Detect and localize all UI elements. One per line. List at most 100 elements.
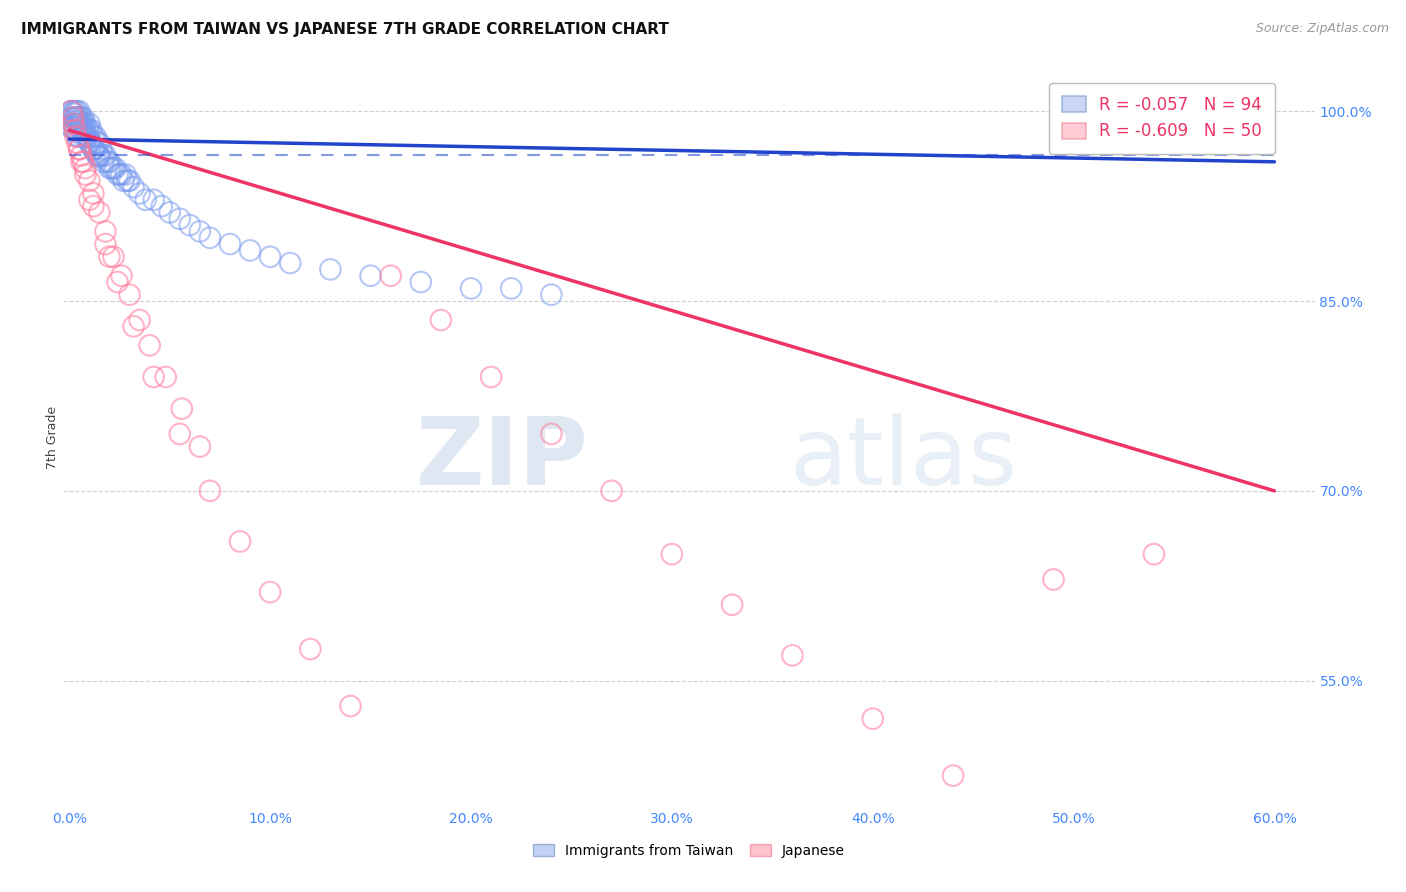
Point [82, 199, 104, 213]
Point [110, 268, 132, 283]
Point [60, 104, 83, 119]
Point [98, 154, 121, 169]
Point [84, 142, 107, 156]
Point [82, 129, 104, 144]
Point [62, 123, 84, 137]
Point [70, 154, 93, 169]
Point [72, 117, 94, 131]
Point [60, 104, 83, 119]
Point [89, 136, 111, 150]
Point [89, 150, 111, 164]
Point [70, 117, 93, 131]
Point [142, 193, 165, 207]
Point [479, 370, 502, 384]
Point [67, 117, 90, 131]
Point [501, 281, 523, 295]
Point [169, 426, 191, 441]
Point [75, 161, 97, 176]
Point [75, 123, 97, 137]
Point [79, 135, 101, 149]
Point [76, 129, 98, 144]
Point [128, 313, 150, 327]
Point [107, 168, 129, 182]
Point [65, 111, 87, 125]
Point [82, 186, 104, 201]
Point [135, 193, 157, 207]
Point [198, 231, 221, 245]
Point [66, 111, 89, 125]
Point [721, 598, 744, 612]
Point [75, 129, 97, 144]
Point [86, 148, 108, 162]
Point [79, 117, 101, 131]
Point [93, 154, 115, 169]
Point [122, 180, 145, 194]
Point [67, 117, 90, 131]
Point [67, 142, 90, 156]
Point [540, 287, 562, 301]
Point [72, 123, 94, 137]
Point [89, 205, 111, 219]
Point [122, 319, 145, 334]
Point [128, 186, 150, 201]
Point [96, 154, 118, 169]
Point [80, 136, 103, 150]
Point [380, 268, 402, 283]
Point [70, 123, 93, 137]
Point [239, 244, 262, 258]
Point [409, 275, 432, 289]
Text: atlas: atlas [789, 413, 1018, 505]
Point [661, 547, 683, 561]
Point [60, 111, 83, 125]
Point [93, 148, 115, 162]
Point [142, 370, 165, 384]
Point [66, 117, 89, 131]
Point [94, 237, 117, 252]
Point [114, 168, 136, 182]
Point [62, 111, 84, 125]
Point [118, 174, 141, 188]
Point [103, 250, 125, 264]
Point [110, 168, 132, 182]
Point [82, 142, 104, 156]
Point [80, 138, 103, 153]
Point [72, 111, 94, 125]
Point [79, 193, 101, 207]
Point [259, 250, 281, 264]
Point [60, 120, 83, 134]
Point [62, 104, 84, 119]
Point [782, 648, 804, 663]
Point [155, 370, 177, 384]
Point [60, 104, 83, 119]
Point [67, 104, 90, 119]
Point [219, 237, 242, 252]
Point [66, 104, 89, 119]
Point [84, 129, 107, 144]
Point [62, 111, 84, 125]
Point [67, 142, 90, 156]
Point [67, 111, 90, 125]
Text: ZIP: ZIP [416, 413, 589, 505]
Point [66, 114, 89, 128]
Point [66, 136, 89, 150]
Point [70, 148, 93, 162]
Point [540, 426, 562, 441]
Point [942, 769, 965, 783]
Point [600, 483, 623, 498]
Point [360, 268, 382, 283]
Point [179, 218, 201, 232]
Point [862, 712, 884, 726]
Point [70, 120, 93, 134]
Point [159, 205, 181, 219]
Point [1042, 573, 1064, 587]
Point [104, 161, 127, 176]
Point [118, 287, 141, 301]
Point [72, 154, 94, 169]
Point [103, 161, 125, 176]
Point [75, 117, 97, 131]
Point [62, 117, 84, 131]
Point [150, 199, 173, 213]
Point [65, 123, 87, 137]
Point [198, 483, 221, 498]
Point [460, 281, 482, 295]
